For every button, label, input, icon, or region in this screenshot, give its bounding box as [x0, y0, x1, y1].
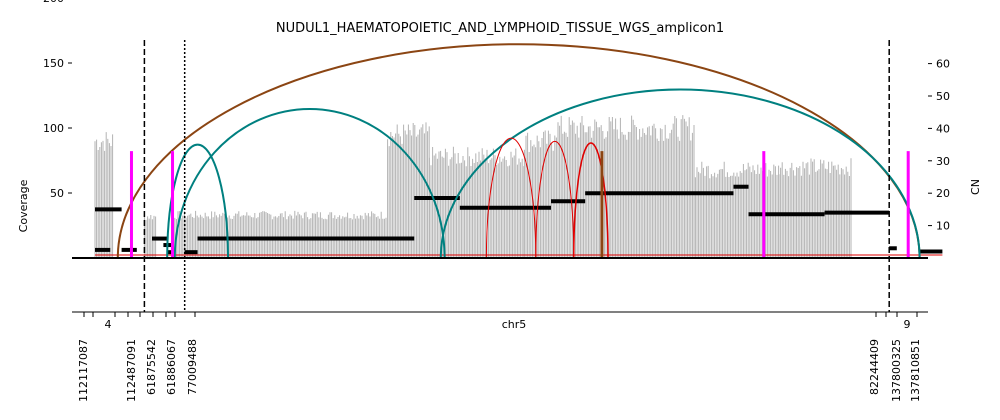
- coverage-bar: [94, 132, 114, 258]
- coverage-bar: [554, 115, 695, 258]
- right-tick-label: 60: [936, 58, 950, 71]
- chromosome-label: 4: [105, 318, 112, 331]
- breakpoint-arc: [485, 137, 537, 259]
- coverage-bar: [694, 161, 780, 258]
- y-axis-label-left: Coverage: [17, 179, 30, 232]
- position-label: 61886067: [165, 339, 178, 395]
- coverage-bar: [523, 130, 554, 258]
- left-tick-label: 100: [43, 122, 64, 135]
- breakpoint-arc: [439, 88, 921, 259]
- chromosome-label: 9: [904, 318, 911, 331]
- y-axis-label-right: CN: [969, 179, 982, 195]
- breakpoint-arc: [166, 143, 229, 259]
- coverage-bar: [143, 215, 157, 258]
- position-label: 137800325: [890, 339, 903, 402]
- right-tick-label: 40: [936, 122, 950, 135]
- left-tick-label: 50: [50, 187, 64, 200]
- segment-boundary-layer: [143, 40, 890, 312]
- chart-title: NUDUL1_HAEMATOPOIETIC_AND_LYMPHOID_TISSU…: [275, 21, 725, 36]
- labels-layer: 4 chr5 9 112117087 112487091 61875542 61886067…: [77, 318, 922, 402]
- breakpoint-arc: [535, 140, 575, 259]
- position-label: 82244409: [868, 339, 881, 395]
- breakpoint-arc: [573, 142, 609, 259]
- foldback-marker-layer: [129, 151, 910, 258]
- coverage-bar: [174, 210, 387, 258]
- breakpoint-arcs-layer: [116, 43, 921, 259]
- breakpoint-arc: [173, 108, 446, 259]
- axes-layer: 50100150200250300102030405060CoverageCN: [17, 0, 982, 317]
- chromosome-label: chr5: [502, 318, 527, 331]
- left-tick-label: 200: [43, 0, 64, 5]
- left-tick-label: 150: [43, 57, 64, 70]
- right-tick-label: 30: [936, 155, 950, 168]
- position-label: 112487091: [125, 339, 138, 402]
- position-label: 137810851: [909, 339, 922, 402]
- position-label: 61875542: [145, 339, 158, 395]
- position-label: 112117087: [77, 339, 90, 402]
- right-tick-label: 50: [936, 90, 950, 103]
- right-tick-label: 20: [936, 187, 950, 200]
- copy-number-layer: [95, 184, 943, 255]
- coverage-bar: [778, 158, 852, 258]
- right-tick-label: 10: [936, 220, 950, 233]
- position-label: 77009488: [186, 339, 199, 395]
